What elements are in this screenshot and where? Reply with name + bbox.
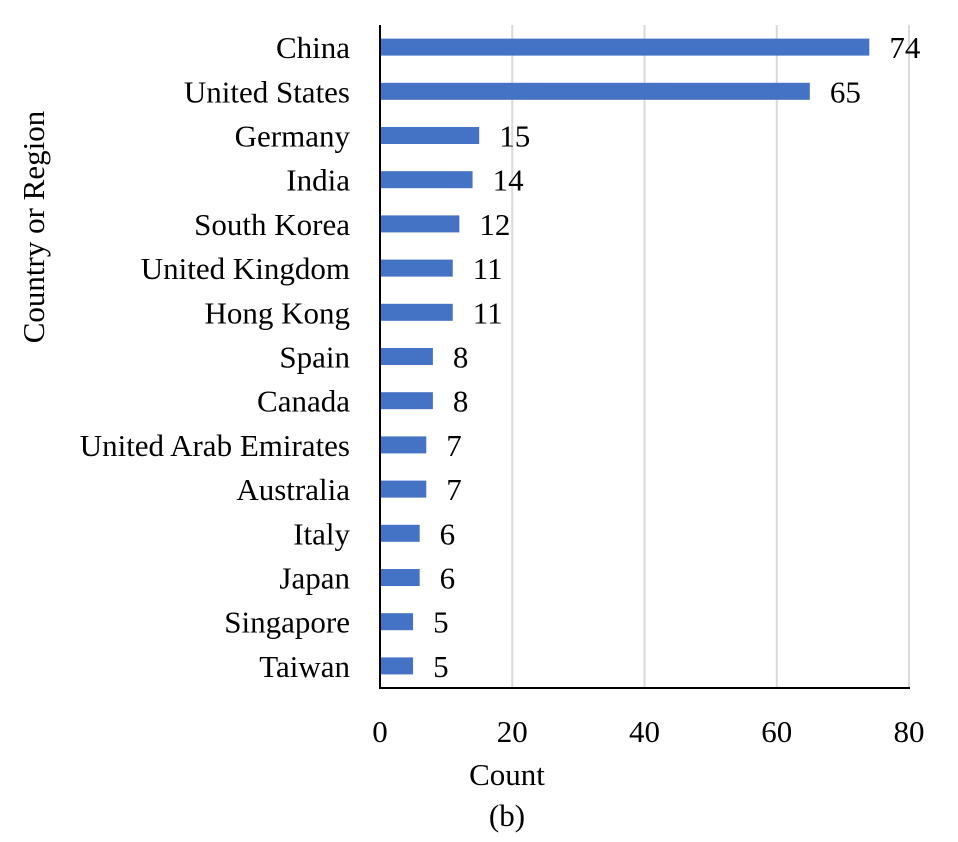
x-tick-labels: 0 20 40 60 80 (372, 714, 924, 749)
data-label: 5 (433, 605, 449, 640)
category-label: Australia (236, 472, 350, 507)
bars (380, 38, 870, 675)
figure-caption: (b) (489, 798, 525, 833)
bar (380, 569, 420, 586)
bar (380, 657, 414, 675)
x-tick-label: 80 (894, 714, 925, 749)
category-label: Italy (293, 516, 350, 551)
bar (380, 613, 414, 631)
category-label: Hong Kong (204, 295, 350, 330)
x-tick-label: 40 (629, 714, 660, 749)
data-label: 5 (433, 649, 449, 684)
category-label: India (286, 163, 350, 198)
data-label: 14 (493, 163, 525, 198)
data-label: 11 (473, 295, 503, 330)
bar (380, 215, 460, 233)
x-axis-title: Count (469, 757, 545, 792)
data-label: 11 (473, 251, 503, 286)
axes (379, 25, 910, 689)
data-label: 6 (440, 561, 456, 596)
category-label: Japan (279, 561, 350, 596)
data-label: 7 (446, 428, 462, 463)
category-label: United Arab Emirates (80, 428, 350, 463)
bar (380, 524, 420, 542)
bar (380, 127, 480, 144)
category-label: United Kingdom (141, 251, 350, 286)
category-label: South Korea (194, 207, 350, 242)
data-label: 6 (440, 516, 456, 551)
x-tick-label: 20 (497, 714, 528, 749)
bar (380, 171, 473, 189)
y-axis-title: Country or Region (16, 110, 51, 343)
category-label: Taiwan (259, 649, 350, 684)
bar (380, 38, 870, 56)
bar (380, 259, 453, 277)
bar (380, 303, 453, 321)
category-label: United States (184, 74, 350, 109)
data-label: 8 (453, 384, 469, 419)
bar (380, 392, 433, 410)
bar (380, 436, 427, 454)
data-label: 65 (830, 74, 861, 109)
bar (380, 480, 427, 498)
category-label: Spain (279, 340, 350, 375)
data-label: 12 (479, 207, 510, 242)
category-label: Canada (257, 384, 350, 419)
data-label: 15 (499, 119, 530, 154)
bar (380, 82, 810, 100)
category-labels: China United States Germany India South Kore… (80, 30, 351, 684)
x-tick-label: 60 (761, 714, 792, 749)
gridlines (511, 25, 910, 688)
x-tick-label: 0 (372, 714, 388, 749)
category-label: China (276, 30, 350, 65)
data-label: 74 (889, 30, 921, 65)
data-label: 8 (453, 340, 469, 375)
category-label: Germany (235, 119, 351, 154)
bar (380, 348, 433, 365)
category-label: Singapore (224, 605, 350, 640)
data-label: 7 (446, 472, 462, 507)
